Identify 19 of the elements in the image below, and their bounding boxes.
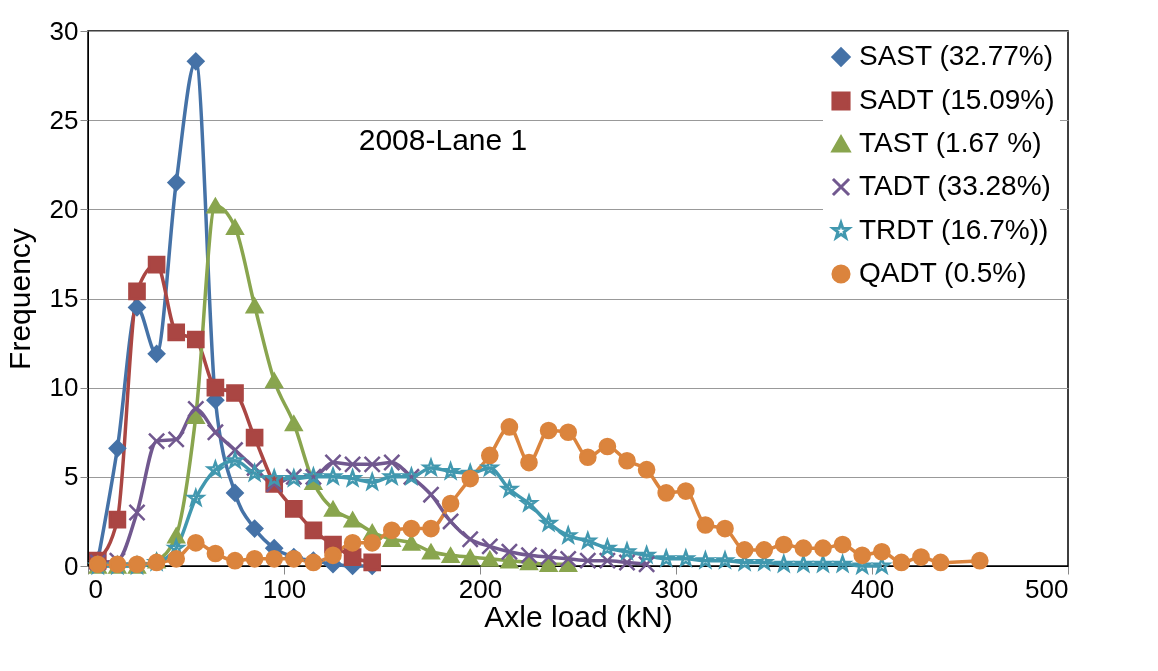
x-tick-label: 500 — [1025, 573, 1069, 604]
y-axis-title: Frequency — [2, 228, 36, 370]
x-tick-label: 400 — [850, 573, 895, 604]
y-tick-label: 5 — [64, 461, 79, 492]
y-tick-label: 25 — [49, 104, 79, 135]
x-tick-label: 0 — [88, 573, 103, 604]
legend-label: TAST (1.67 %) — [859, 127, 1042, 158]
legend-label: TRDT (16.7%)) — [859, 214, 1049, 245]
legend-label: SAST (32.77%) — [859, 40, 1054, 71]
legend-label: TADT (33.28%) — [859, 170, 1051, 201]
y-tick-label: 30 — [49, 15, 79, 46]
legend-label: QADT (0.5%) — [859, 257, 1027, 288]
y-tick-label: 0 — [64, 550, 79, 581]
legend-label: SADT (15.09%) — [859, 84, 1055, 115]
y-tick-label: 20 — [49, 193, 79, 224]
annotation: 2008-Lane 1 — [358, 123, 528, 156]
y-tick-label: 10 — [49, 372, 79, 403]
y-tick-label: 15 — [49, 283, 79, 313]
x-tick-label: 100 — [262, 573, 307, 604]
